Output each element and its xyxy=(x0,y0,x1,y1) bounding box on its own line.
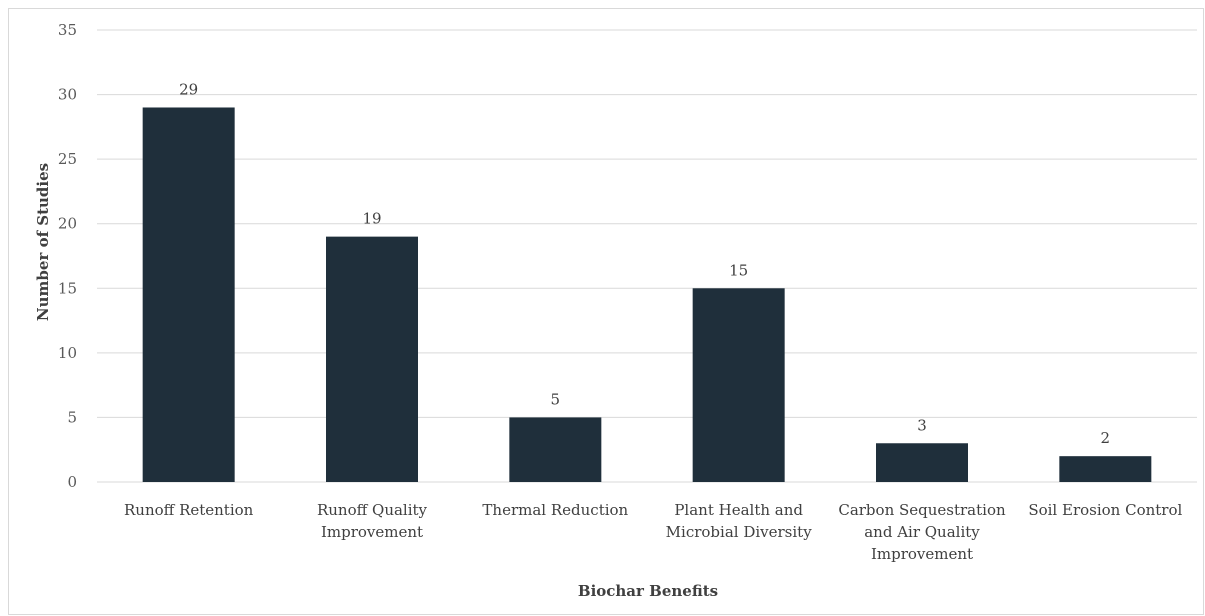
y-tick-label: 20 xyxy=(58,215,77,233)
x-tick-label: Thermal Reduction xyxy=(482,501,628,519)
x-axis-title: Biochar Benefits xyxy=(578,582,718,600)
bar xyxy=(509,417,602,482)
bar xyxy=(142,107,235,482)
x-tick-label: Runoff Quality Improvement xyxy=(317,501,428,541)
bars xyxy=(142,107,1152,482)
y-tick-label: 10 xyxy=(58,344,77,362)
y-tick-label: 25 xyxy=(58,150,77,168)
bar xyxy=(876,443,968,482)
y-tick-label: 30 xyxy=(58,86,77,104)
x-tick-label: Plant Health and Microbial Diversity xyxy=(666,501,813,541)
y-axis-title: Number of Studies xyxy=(34,163,52,321)
data-label: 5 xyxy=(551,390,561,408)
data-label: 2 xyxy=(1101,429,1111,447)
chart-frame xyxy=(8,8,1204,615)
gridlines xyxy=(97,29,1197,483)
x-axis-categories: Runoff Retention Runoff Quality Improvemen… xyxy=(124,501,1183,563)
y-tick-label: 0 xyxy=(67,473,77,491)
data-label: 29 xyxy=(179,80,198,98)
y-tick-label: 5 xyxy=(67,408,77,426)
x-tick-label: Soil Erosion Control xyxy=(1028,501,1182,519)
data-label: 19 xyxy=(362,210,381,228)
x-tick-label: Carbon Sequestration and Air Quality Impro… xyxy=(838,501,1006,563)
bar xyxy=(1059,456,1152,482)
data-labels: 29 19 5 15 3 2 xyxy=(179,80,1110,447)
data-label: 15 xyxy=(729,261,748,279)
y-tick-label: 35 xyxy=(58,21,77,39)
data-label: 3 xyxy=(917,416,927,434)
y-tick-label: 15 xyxy=(58,279,77,297)
y-axis-ticks: 0 5 10 15 20 25 30 35 xyxy=(58,21,77,491)
bar xyxy=(692,288,785,482)
bar xyxy=(326,236,418,482)
x-tick-label: Runoff Retention xyxy=(124,501,254,519)
